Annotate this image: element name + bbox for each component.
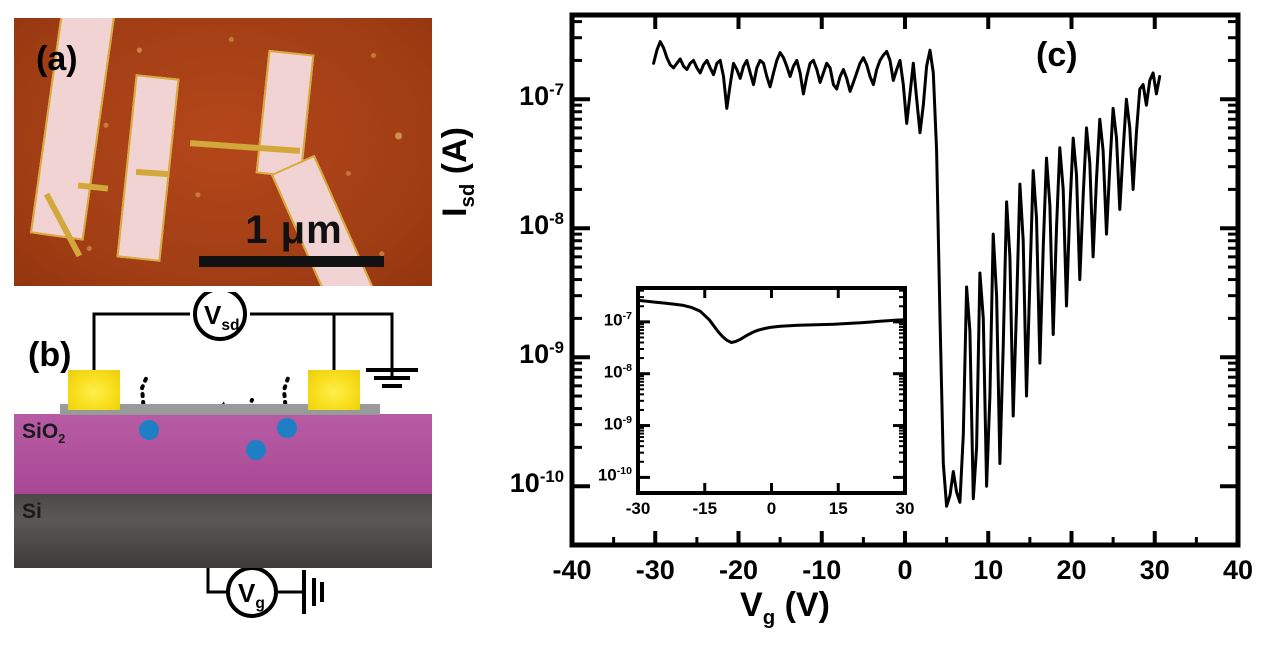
x-tick-label-8: 40 <box>1222 555 1254 585</box>
inset-y-tick-label-0: 10-7 <box>603 309 632 330</box>
inset-x-tick-label-2: 0 <box>766 499 777 518</box>
inset-x-tick-label-1: -15 <box>692 499 718 518</box>
layer-channel <box>60 404 380 415</box>
x-tick-label-6: 20 <box>1056 555 1087 585</box>
panel-c-chart: (c) Isd (A) Vg (V) -40 -30 -20 -10 0 10 20 30 40… <box>436 0 1261 646</box>
afm-scale-bar-label: 1 μm <box>245 208 343 252</box>
y-tick-label-3: 10-10 <box>509 467 564 499</box>
x-axis-title-base: V <box>740 586 763 624</box>
vsd-label-sub: sd <box>221 317 240 335</box>
x-axis-title-unit: (V) <box>784 586 830 624</box>
inset-frame <box>636 286 907 495</box>
vsd-label-base: V <box>204 300 222 330</box>
inset-x-tick-label-3: 15 <box>828 499 848 518</box>
y-tick-label-1: 10-8 <box>519 209 564 241</box>
x-tick-label-3: -10 <box>802 555 842 585</box>
contact-source-gold <box>68 370 120 410</box>
panel-a-label: (a) <box>36 40 78 78</box>
vg-label: Vg <box>238 578 265 613</box>
layer-sio2 <box>14 414 432 494</box>
contact-drain-gold <box>308 370 360 410</box>
x-axis-title-sub: g <box>762 606 776 629</box>
panel-a-afm-image: 1 μm (a) <box>14 18 432 286</box>
x-tick-label-7: 30 <box>1139 555 1170 585</box>
inset-y-tick-label-2: 10-9 <box>603 413 632 434</box>
x-tick-label-4: 0 <box>897 555 913 585</box>
layer-si <box>14 494 432 568</box>
panel-c-label: (c) <box>1036 36 1078 74</box>
data-series-0 <box>652 40 1162 508</box>
vg-label-base: V <box>238 578 256 608</box>
charge-carrier-1 <box>139 420 159 440</box>
wire-gate-to-vg <box>206 568 228 594</box>
chart-plot-area <box>569 12 1241 548</box>
charge-carrier-2 <box>246 440 266 460</box>
panel-b-label: (b) <box>28 336 72 374</box>
x-tick-label-5: 10 <box>973 555 1004 585</box>
vsd-source-symbol <box>193 292 247 341</box>
vsd-label: Vsd <box>204 300 240 335</box>
x-tick-label-1: -30 <box>635 555 675 585</box>
inset-data-series-0 <box>636 298 907 344</box>
layer-label-si: Si <box>22 500 42 523</box>
vg-label-sub: g <box>255 595 265 613</box>
layer-label-sio2-sub: 2 <box>58 432 66 447</box>
layer-label-sio2-base: SiO <box>22 420 59 443</box>
inset-y-tick-label-1: 10-8 <box>603 361 632 382</box>
inset-y-tick-label-3: 10-10 <box>597 465 632 486</box>
inset-x-tick-label-0: -30 <box>625 499 651 518</box>
layer-label-sio2: SiO2 <box>22 420 65 446</box>
y-tick-label-2: 10-9 <box>519 338 564 370</box>
y-tick-label-0: 10-7 <box>519 80 564 112</box>
wire-source-to-vsd <box>92 312 190 382</box>
x-tick-label-0: -40 <box>552 555 592 585</box>
x-tick-label-2: -20 <box>718 555 759 585</box>
wire-vsd-to-drain <box>250 312 394 378</box>
inset-x-tick-label-4: 30 <box>895 499 915 518</box>
charge-carrier-3 <box>277 418 297 438</box>
x-axis-title: Vg (V) <box>740 586 830 630</box>
panel-b-device-schematic: (b) <box>0 292 440 646</box>
afm-scale-bar <box>199 256 384 267</box>
